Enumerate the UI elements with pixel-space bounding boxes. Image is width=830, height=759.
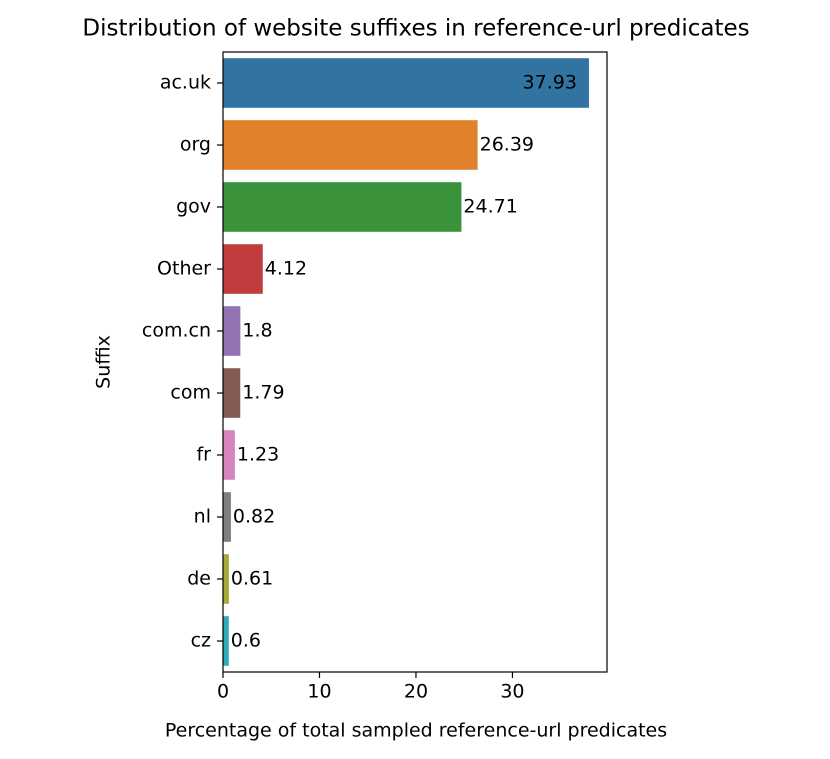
bar: [223, 244, 263, 294]
y-tick-label: fr: [196, 444, 211, 466]
value-label: 4.12: [265, 258, 307, 280]
value-label: 0.61: [231, 568, 273, 590]
y-tick-label: nl: [194, 506, 211, 528]
x-tick-label: 10: [307, 681, 331, 703]
axes-frame: [222, 51, 608, 673]
x-tick-label: 30: [500, 681, 524, 703]
value-label: 24.71: [463, 196, 517, 218]
bar: [223, 430, 235, 480]
value-label: 26.39: [480, 134, 534, 156]
y-tick-label: Other: [157, 258, 211, 280]
y-tick-label: com: [170, 382, 211, 404]
x-tick-label: 20: [404, 681, 428, 703]
value-label: 1.79: [242, 382, 284, 404]
chart-title: Distribution of website suffixes in refe…: [82, 16, 749, 42]
y-axis-label: Suffix: [93, 335, 115, 389]
y-tick-label: com.cn: [142, 320, 211, 342]
bar: [223, 554, 229, 604]
y-tick-label: de: [187, 568, 211, 590]
value-label: 37.93: [523, 72, 577, 94]
x-tick-label: 0: [217, 681, 229, 703]
y-tick-label: cz: [191, 630, 211, 652]
y-tick-label: gov: [176, 196, 211, 218]
value-label: 1.23: [237, 444, 279, 466]
bar: [223, 616, 229, 666]
y-tick-label: ac.uk: [160, 72, 211, 94]
value-label: 1.8: [242, 320, 272, 342]
bar: [223, 492, 231, 542]
y-tick-label: org: [180, 134, 211, 156]
bar: [223, 58, 589, 108]
bar: [223, 368, 241, 418]
bar: [223, 306, 241, 356]
bar: [223, 120, 478, 170]
bar: [223, 182, 462, 232]
value-label: 0.82: [233, 506, 275, 528]
value-label: 0.6: [231, 630, 261, 652]
x-axis-label: Percentage of total sampled reference-ur…: [165, 720, 667, 742]
